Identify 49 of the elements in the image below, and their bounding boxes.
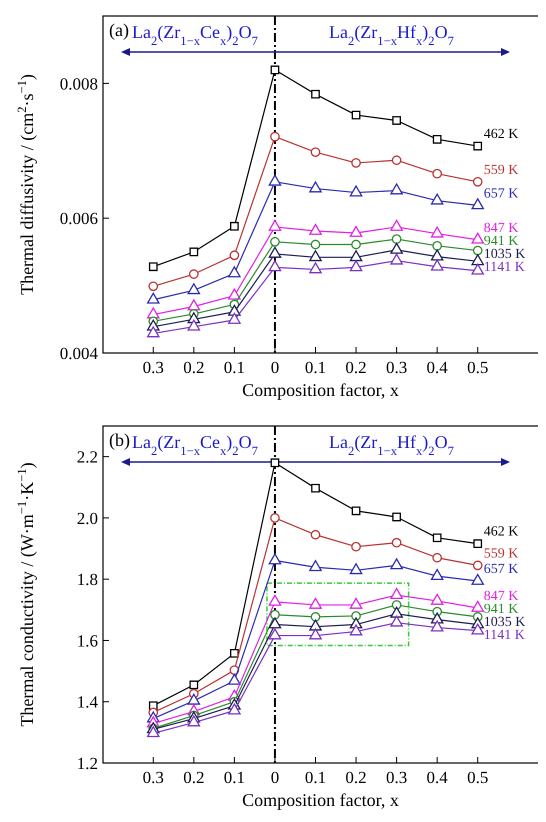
x-tick-label: 0.1 [304, 358, 326, 377]
series-label: 657 K [484, 186, 518, 202]
y-tick-label: 1.2 [76, 754, 98, 773]
x-axis-title: Composition factor, x [242, 790, 399, 810]
series-label: 462 K [484, 524, 518, 540]
y-tick-label: 1.6 [76, 631, 98, 650]
series-label: 847 K [484, 588, 518, 604]
x-tick-label: 0.5 [467, 358, 488, 377]
y-tick-label: 1.8 [76, 570, 98, 590]
text: La$_{2}$(Zr$_{1−x}$Hf$_{x}$)$_{2}$O$_{7}$ [329, 432, 454, 458]
series-label: 941 K [484, 234, 518, 249]
x-tick-label: 0.3 [142, 358, 164, 377]
x-tick-label: 0.5 [467, 768, 488, 787]
y-tick-label: 0.004 [60, 344, 98, 363]
series-label: 559 K [484, 162, 518, 178]
y-tick-label: 0.008 [60, 74, 98, 94]
x-tick-label: 0 [270, 358, 280, 377]
series-label: 847 K [484, 220, 518, 236]
series-label: 657 K [484, 562, 518, 578]
x-tick-label: 0.2 [183, 358, 204, 377]
x-tick-label: 0 [270, 768, 280, 787]
series-label: 1141 K [484, 628, 525, 643]
x-tick-label: 0.3 [142, 768, 164, 787]
series-label: 1035 K [484, 246, 526, 262]
x-tick-label: 0.1 [304, 768, 326, 787]
series-label: 941 K [484, 602, 518, 617]
y-tick-label: 1.4 [76, 692, 98, 712]
x-axis-title: Composition factor, x [242, 380, 399, 400]
x-tick-label: 0.1 [224, 768, 246, 787]
x-tick-label: 0.2 [183, 768, 204, 787]
text: La$_{2}$(Zr$_{1−x}$Ce$_{x}$)$_{2}$O$_{7}$ [132, 22, 258, 48]
chart-title: (b) [109, 430, 130, 450]
x-tick-label: 0.2 [345, 768, 367, 787]
text: La$_{2}$(Zr$_{1−x}$Hf$_{x}$)$_{2}$O$_{7}$ [329, 22, 454, 48]
series-label: 462 K [484, 127, 518, 142]
x-tick-label: 0.3 [386, 768, 408, 787]
text: La$_{2}$(Zr$_{1−x}$Ce$_{x}$)$_{2}$O$_{7}$ [132, 432, 258, 458]
x-tick-label: 0.4 [426, 768, 448, 787]
series-label: 1035 K [484, 614, 526, 630]
series-label: 1141 K [484, 260, 525, 275]
x-tick-label: 0.4 [426, 358, 448, 377]
y-tick-label: 0.006 [60, 209, 98, 228]
x-tick-label: 0.3 [386, 358, 408, 377]
y-tick-label: 2.2 [76, 448, 98, 467]
chart-title: (a) [109, 20, 129, 40]
series-label: 559 K [484, 546, 518, 562]
y-tick-label: 2.0 [76, 508, 98, 528]
x-tick-label: 0.2 [345, 358, 367, 377]
x-tick-label: 0.1 [224, 358, 246, 377]
